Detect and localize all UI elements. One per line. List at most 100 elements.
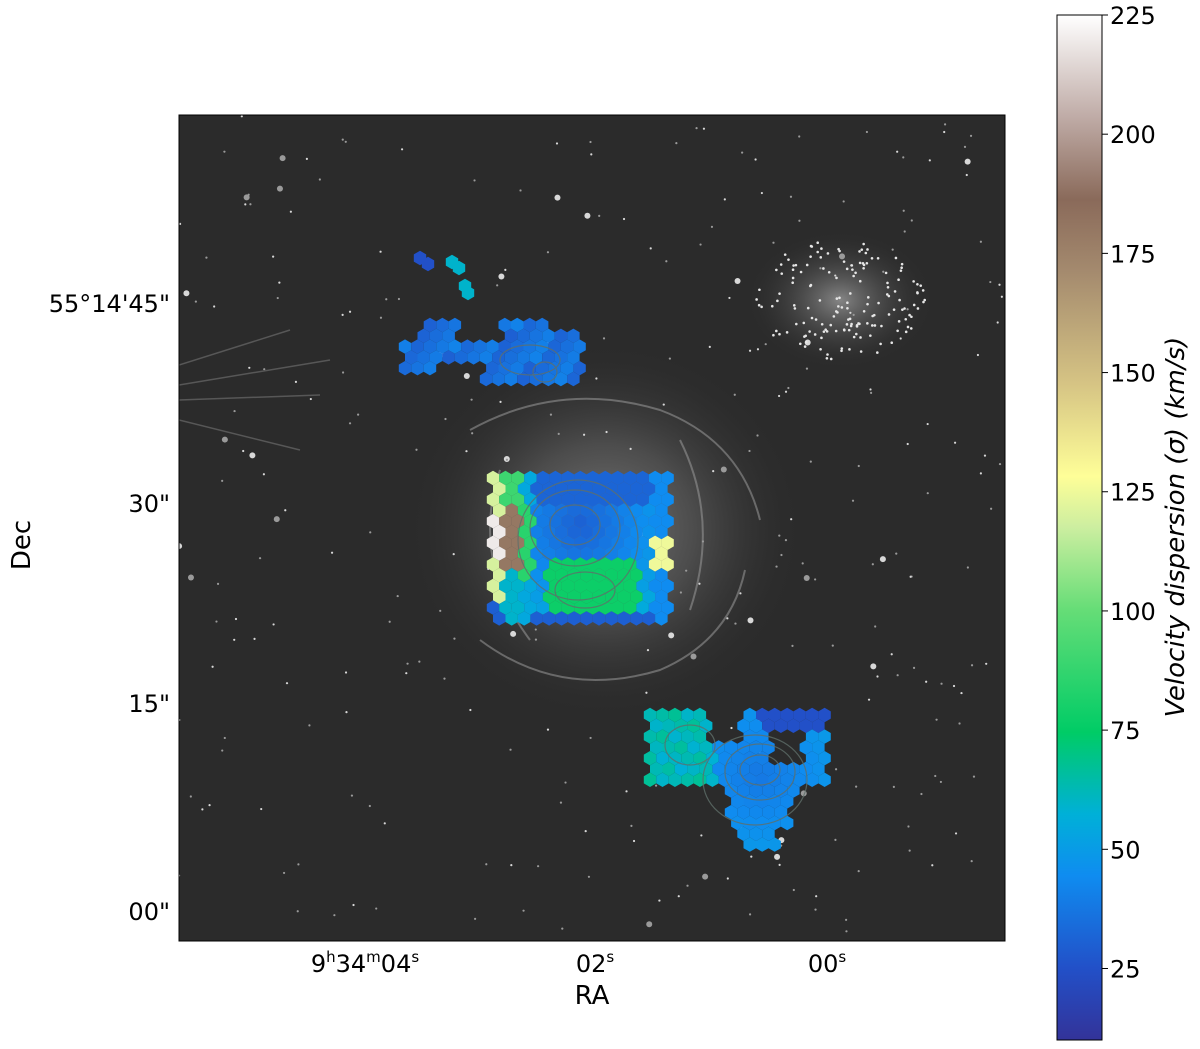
dwarf-star xyxy=(814,318,818,321)
velocity-bin xyxy=(661,492,674,507)
dwarf-star xyxy=(876,256,880,260)
velocity-bin xyxy=(630,481,643,496)
velocity-bin xyxy=(542,328,555,343)
star xyxy=(899,337,902,340)
star xyxy=(668,632,675,639)
star xyxy=(510,864,513,867)
star xyxy=(815,895,818,898)
velocity-bin xyxy=(737,805,750,820)
dwarf-star xyxy=(845,323,849,326)
star xyxy=(790,518,793,521)
velocity-bin xyxy=(749,826,763,841)
velocity-bin xyxy=(411,361,424,376)
star xyxy=(809,460,812,463)
velocity-bin xyxy=(787,761,800,777)
star xyxy=(896,150,899,153)
star xyxy=(221,436,228,443)
velocity-bin xyxy=(586,492,599,507)
colorbar-tick-label: 100 xyxy=(1110,598,1156,626)
star xyxy=(625,790,628,793)
x-tick-label-ra04: 9h34m04s xyxy=(311,948,420,978)
dwarf-star xyxy=(912,303,916,307)
velocity-bin xyxy=(493,524,506,540)
velocity-bin xyxy=(611,514,624,529)
velocity-bin xyxy=(405,350,418,365)
star xyxy=(368,804,371,808)
velocity-bin xyxy=(442,328,455,343)
star xyxy=(939,780,943,784)
velocity-bin xyxy=(429,350,443,365)
velocity-bin xyxy=(580,589,593,604)
velocity-bin xyxy=(812,740,825,755)
star xyxy=(499,400,502,403)
dwarf-star xyxy=(842,260,846,263)
dwarf-star xyxy=(873,324,877,327)
dwarf-star xyxy=(852,274,855,278)
velocity-bin xyxy=(517,546,531,561)
dwarf-star xyxy=(760,305,763,309)
star xyxy=(216,582,220,585)
velocity-bin xyxy=(617,611,631,626)
star xyxy=(474,917,477,920)
star xyxy=(908,849,911,852)
plot-area xyxy=(179,115,1005,941)
velocity-bin xyxy=(530,568,543,583)
star xyxy=(221,749,224,752)
velocity-bin xyxy=(493,611,506,626)
velocity-bin xyxy=(573,361,586,376)
dwarf-star xyxy=(904,330,908,334)
dwarf-star xyxy=(840,349,843,353)
star xyxy=(954,832,958,835)
star xyxy=(194,300,197,303)
dwarf-star xyxy=(816,241,820,245)
velocity-bin xyxy=(574,535,587,550)
star xyxy=(747,617,754,624)
star xyxy=(179,222,182,225)
velocity-bin xyxy=(650,761,663,777)
velocity-bin xyxy=(774,783,788,798)
velocity-bin xyxy=(668,707,682,723)
star xyxy=(584,829,587,833)
velocity-bin xyxy=(699,718,713,733)
star xyxy=(966,566,969,569)
velocity-bin xyxy=(818,751,831,766)
star xyxy=(602,337,606,340)
star xyxy=(869,391,873,394)
velocity-bin xyxy=(643,751,657,766)
star xyxy=(708,345,711,348)
velocity-bin xyxy=(567,568,581,583)
star xyxy=(931,864,934,867)
velocity-bin xyxy=(805,707,819,723)
star xyxy=(675,142,678,145)
velocity-bin xyxy=(567,371,580,387)
star xyxy=(654,784,658,787)
star xyxy=(940,682,943,685)
star xyxy=(996,321,999,324)
velocity-bin xyxy=(561,492,575,507)
velocity-bin xyxy=(436,339,449,354)
velocity-bin xyxy=(535,361,549,376)
dwarf-star xyxy=(837,305,840,308)
velocity-bin xyxy=(498,317,511,333)
dwarf-star xyxy=(887,294,891,298)
velocity-bin xyxy=(529,350,543,365)
star xyxy=(998,283,1001,286)
star xyxy=(712,470,715,473)
star xyxy=(350,794,354,797)
star xyxy=(598,214,601,218)
velocity-bin xyxy=(718,751,732,766)
velocity-bin xyxy=(398,339,412,354)
star xyxy=(385,298,388,301)
star xyxy=(258,557,262,560)
star xyxy=(748,913,752,916)
velocity-bin xyxy=(486,600,500,615)
velocity-bin xyxy=(648,492,662,507)
star xyxy=(534,638,538,641)
velocity-bin xyxy=(511,361,524,376)
star xyxy=(453,637,456,640)
velocity-bin xyxy=(812,761,825,777)
dwarf-star xyxy=(822,330,826,333)
star xyxy=(213,305,216,308)
star xyxy=(867,698,871,701)
star xyxy=(546,251,550,254)
